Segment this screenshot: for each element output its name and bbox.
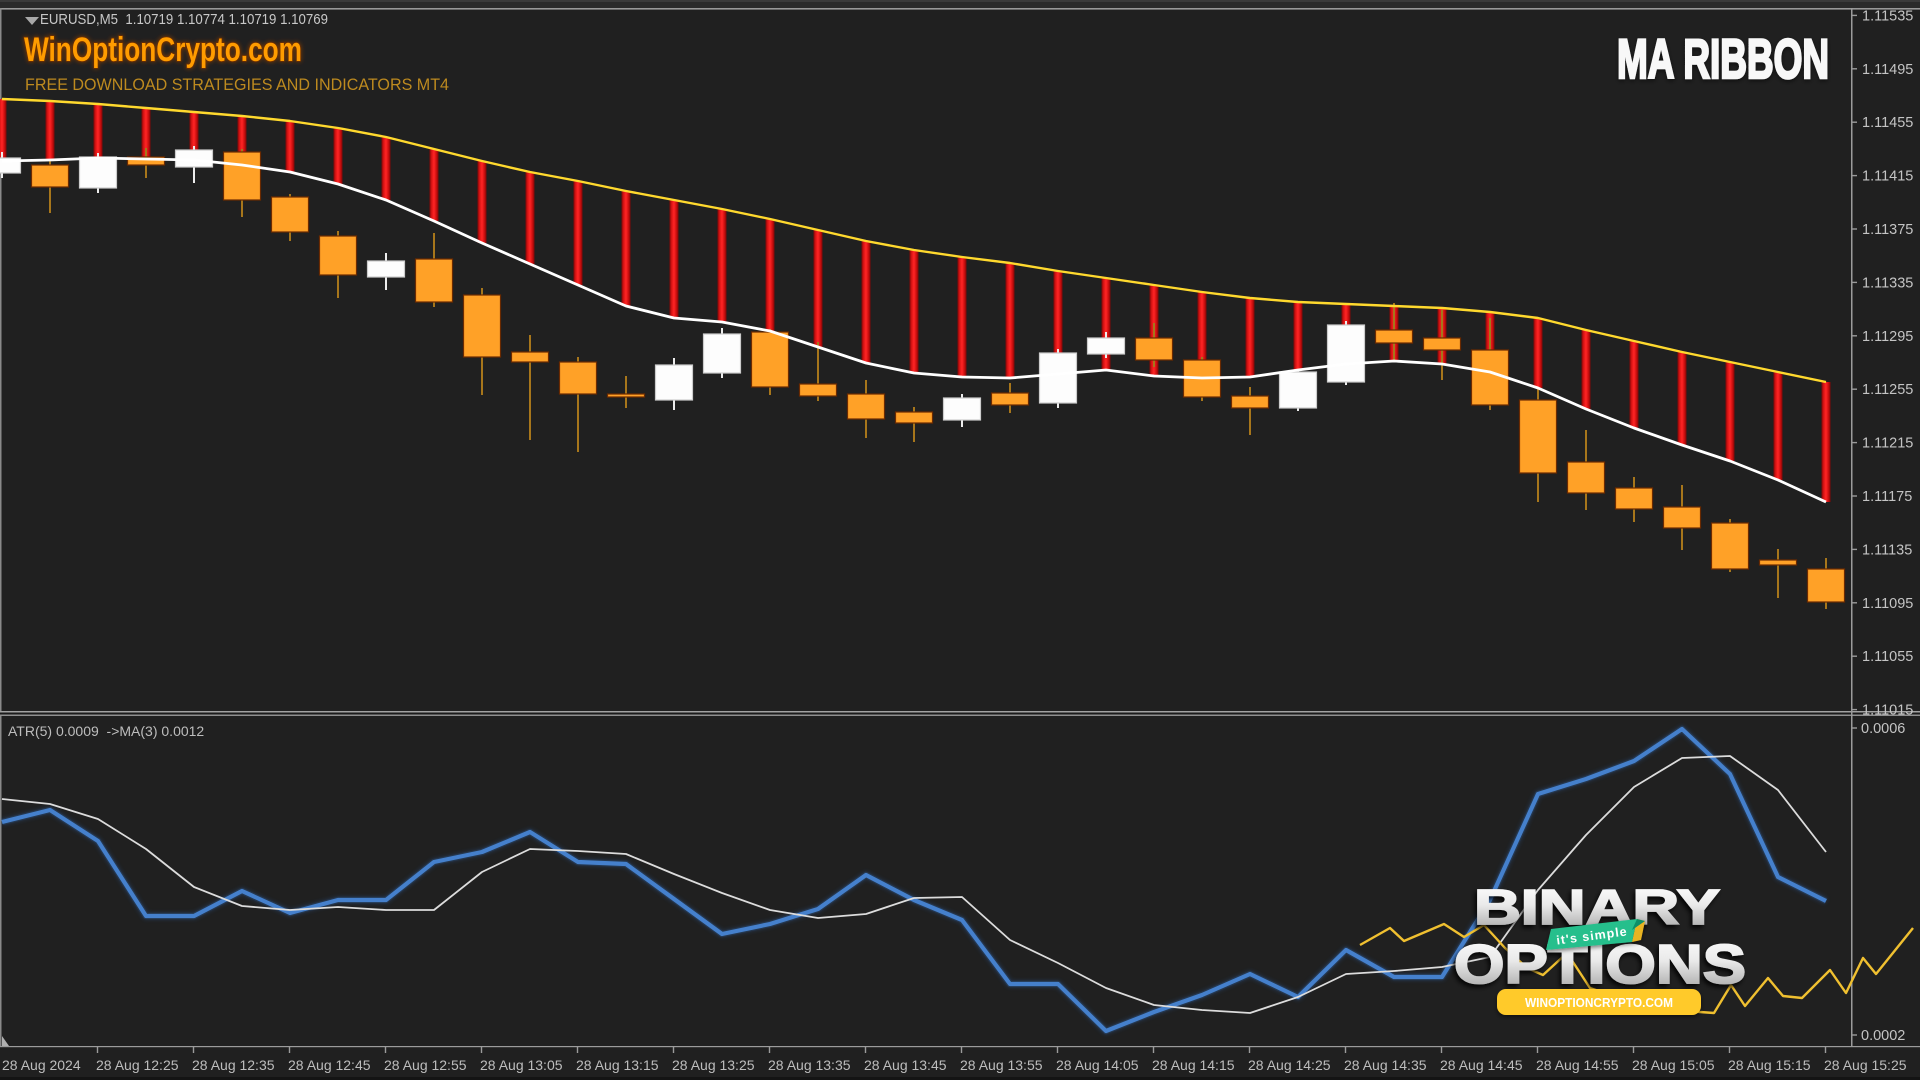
svg-text:28 Aug 14:45: 28 Aug 14:45 — [1440, 1057, 1523, 1073]
svg-text:1.11295: 1.11295 — [1862, 329, 1913, 345]
svg-text:1.11375: 1.11375 — [1862, 222, 1913, 238]
svg-text:28 Aug 12:55: 28 Aug 12:55 — [384, 1057, 467, 1073]
svg-text:28 Aug 2024: 28 Aug 2024 — [2, 1057, 81, 1073]
svg-text:28 Aug 13:35: 28 Aug 13:35 — [768, 1057, 851, 1073]
svg-text:1.11415: 1.11415 — [1862, 169, 1913, 185]
svg-text:1.11255: 1.11255 — [1862, 382, 1913, 398]
svg-text:1.11455: 1.11455 — [1862, 115, 1913, 131]
svg-text:1.11095: 1.11095 — [1862, 596, 1913, 612]
svg-text:1.11175: 1.11175 — [1862, 489, 1912, 505]
svg-text:1.11215: 1.11215 — [1862, 436, 1913, 452]
svg-text:28 Aug 13:45: 28 Aug 13:45 — [864, 1057, 947, 1073]
svg-text:28 Aug 13:55: 28 Aug 13:55 — [960, 1057, 1043, 1073]
svg-text:28 Aug 14:05: 28 Aug 14:05 — [1056, 1057, 1139, 1073]
svg-text:ATR(5) 0.0009 ->MA(3) 0.0012: ATR(5) 0.0009 ->MA(3) 0.0012 — [8, 723, 204, 739]
svg-text:1.11055: 1.11055 — [1862, 649, 1913, 665]
svg-text:28 Aug 12:35: 28 Aug 12:35 — [192, 1057, 275, 1073]
svg-text:28 Aug 15:15: 28 Aug 15:15 — [1728, 1057, 1811, 1073]
svg-text:1.11535: 1.11535 — [1862, 8, 1913, 24]
svg-text:28 Aug 12:45: 28 Aug 12:45 — [288, 1057, 371, 1073]
svg-text:28 Aug 15:05: 28 Aug 15:05 — [1632, 1057, 1715, 1073]
svg-text:28 Aug 13:25: 28 Aug 13:25 — [672, 1057, 755, 1073]
svg-text:1.11135: 1.11135 — [1862, 542, 1912, 558]
svg-text:28 Aug 14:55: 28 Aug 14:55 — [1536, 1057, 1619, 1073]
svg-text:FREE DOWNLOAD STRATEGIES AND I: FREE DOWNLOAD STRATEGIES AND INDICATORS … — [25, 75, 449, 94]
svg-text:WINOPTIONCRYPTO.COM: WINOPTIONCRYPTO.COM — [1525, 996, 1673, 1010]
svg-text:0.0006: 0.0006 — [1861, 721, 1905, 737]
svg-text:28 Aug 14:35: 28 Aug 14:35 — [1344, 1057, 1427, 1073]
svg-text:1.11335: 1.11335 — [1862, 275, 1913, 291]
svg-text:28 Aug 14:25: 28 Aug 14:25 — [1248, 1057, 1331, 1073]
svg-text:28 Aug 15:25: 28 Aug 15:25 — [1824, 1057, 1907, 1073]
svg-text:EURUSD,M5 1.10719 1.10774 1.1: EURUSD,M5 1.10719 1.10774 1.10719 1.1076… — [40, 11, 328, 28]
svg-text:28 Aug 13:05: 28 Aug 13:05 — [480, 1057, 563, 1073]
svg-text:0.0002: 0.0002 — [1861, 1028, 1905, 1044]
svg-text:BINARY: BINARY — [1474, 881, 1720, 935]
svg-text:OPTIONS: OPTIONS — [1454, 933, 1746, 995]
svg-text:28 Aug 12:25: 28 Aug 12:25 — [96, 1057, 179, 1073]
svg-text:WinOptionCrypto.com: WinOptionCrypto.com — [24, 31, 302, 69]
svg-text:28 Aug 14:15: 28 Aug 14:15 — [1152, 1057, 1235, 1073]
svg-text:MA RIBBON: MA RIBBON — [1617, 27, 1829, 90]
svg-text:1.11015: 1.11015 — [1862, 703, 1913, 719]
svg-text:1.11495: 1.11495 — [1862, 62, 1913, 78]
svg-text:28 Aug 13:15: 28 Aug 13:15 — [576, 1057, 659, 1073]
